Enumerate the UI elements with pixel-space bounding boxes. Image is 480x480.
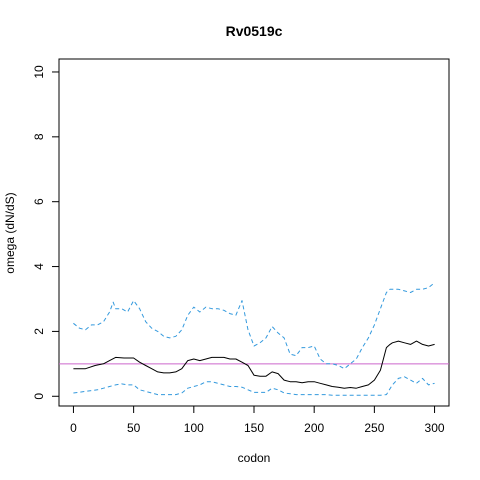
x-tick-label: 250: [364, 421, 384, 435]
y-tick-label: 8: [32, 133, 46, 140]
series-line-1: [73, 340, 435, 389]
y-tick-label: 0: [32, 393, 46, 400]
y-tick-label: 6: [32, 198, 46, 205]
x-tick-label: 50: [127, 421, 141, 435]
x-axis: 0 50 100 150 200 250 300: [70, 405, 445, 435]
x-tick-label: 300: [425, 421, 445, 435]
x-tick-label: 200: [304, 421, 324, 435]
series-line-2: [73, 282, 435, 370]
series-line-3: [73, 376, 435, 396]
y-axis-label: omega (dN/dS): [3, 192, 17, 273]
y-tick-label: 10: [32, 65, 46, 79]
series-layer: [73, 282, 435, 396]
y-axis: 0 2 4 6 8 10: [32, 65, 60, 400]
x-tick-label: 0: [70, 421, 77, 435]
y-tick-label: 4: [32, 263, 46, 270]
x-tick-label: 100: [184, 421, 204, 435]
x-axis-label: codon: [238, 451, 271, 465]
chart-title: Rv0519c: [226, 23, 283, 39]
x-tick-label: 150: [244, 421, 264, 435]
y-tick-label: 2: [32, 328, 46, 335]
